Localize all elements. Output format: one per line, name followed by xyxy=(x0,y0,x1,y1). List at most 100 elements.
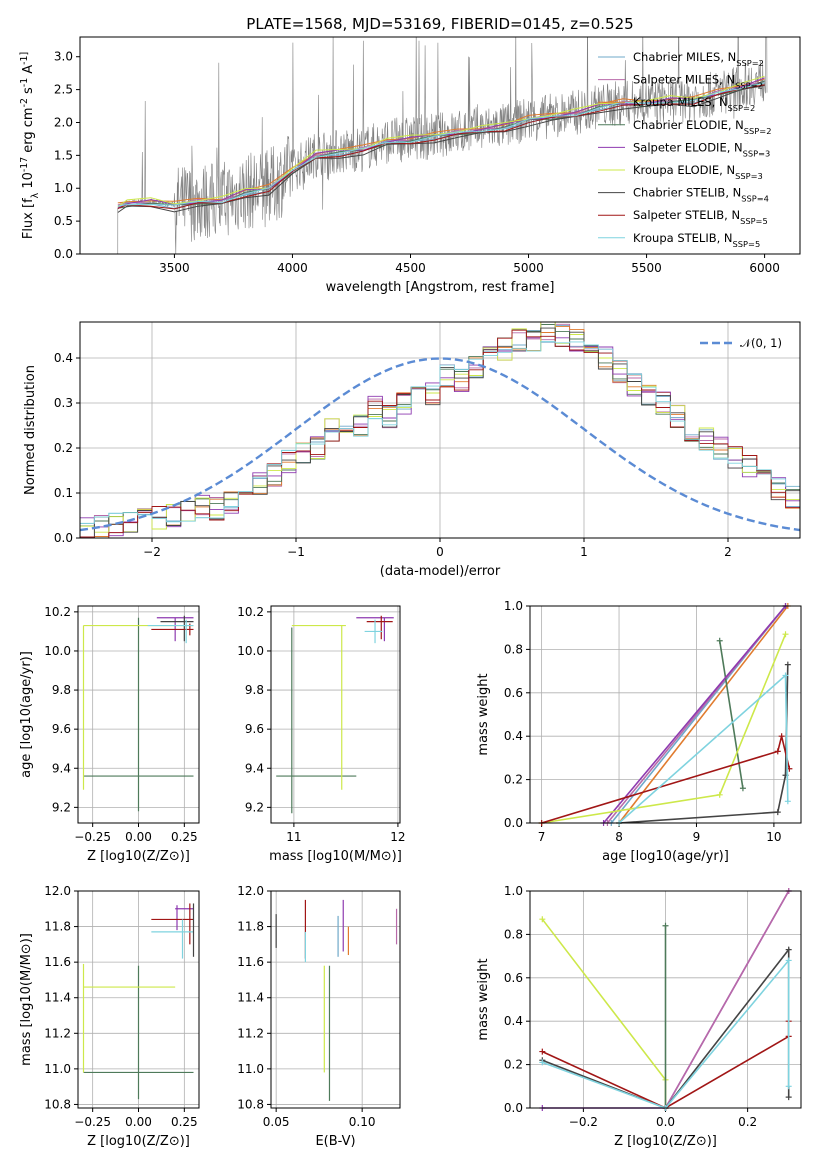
y-tick-label: 0.4 xyxy=(54,351,73,365)
y-tick-label: 11.4 xyxy=(237,991,264,1005)
y-tick-label: 10.8 xyxy=(44,1097,71,1111)
model-salp_stelib xyxy=(117,84,765,210)
y-tick-label: 12.0 xyxy=(237,884,264,898)
series-line xyxy=(618,673,789,824)
y-tick-label: 0.8 xyxy=(504,927,523,941)
x-tick-label: 9 xyxy=(693,830,701,844)
x-tick-label: 6000 xyxy=(749,261,780,275)
x-tick-label: 0.10 xyxy=(349,1115,376,1129)
histogram-krou_stelib xyxy=(80,341,800,524)
y-tick-label: 9.6 xyxy=(52,722,71,736)
y-tick-label: 9.4 xyxy=(245,761,264,775)
series-line xyxy=(541,633,787,824)
spectrum-lines xyxy=(117,37,768,254)
series-krou_stelib xyxy=(616,672,791,826)
point-chab_elodie xyxy=(83,965,194,1100)
y-tick-label: 0.6 xyxy=(504,686,523,700)
x-axis-label: Z [log10(Z/Z⊙)] xyxy=(87,1134,190,1149)
axes-frame xyxy=(77,605,200,824)
y-tick-label: 9.8 xyxy=(52,683,71,697)
point-krou_elodie xyxy=(291,624,346,790)
model-chab_stelib xyxy=(117,84,765,213)
x-tick-label: 0.00 xyxy=(125,1115,152,1129)
axes-frame xyxy=(270,605,401,824)
panel-mass_vs_EBV: 0.05 0.10 10.8 11.0 11.2 11.4 11.6 11.8 12.0 E(B-… xyxy=(237,884,401,1149)
y-tick-label: 11.6 xyxy=(237,955,264,969)
y-tick-label: 11.2 xyxy=(237,1026,264,1040)
series-marker xyxy=(662,922,669,929)
y-axis-label: Flux [fλ 10-17 erg cm-2 s-1 A-1] xyxy=(19,52,41,239)
x-tick-label: 4000 xyxy=(277,261,308,275)
series-line xyxy=(618,605,789,824)
series-marker xyxy=(539,916,546,923)
x-tick-label: 0 xyxy=(436,545,444,559)
series-marker xyxy=(539,1059,546,1066)
y-tick-label: 1.0 xyxy=(54,181,73,195)
y-tick-label: 0.8 xyxy=(504,642,523,656)
legend-label-gauss: 𝒩(0, 1) xyxy=(740,336,782,350)
y-tick-label: 2.0 xyxy=(54,115,73,129)
y-tick-label: 9.8 xyxy=(245,683,264,697)
y-tick-label: 0.2 xyxy=(54,441,73,455)
y-tick-label: 0.4 xyxy=(504,729,523,743)
residual-legend: 𝒩(0, 1) xyxy=(700,336,782,350)
x-tick-label: 7 xyxy=(538,830,546,844)
x-tick-label: 5000 xyxy=(513,261,544,275)
x-axis-label: (data-model)/error xyxy=(380,564,501,579)
point-salp_stelib xyxy=(151,903,194,945)
x-tick-label: −0.25 xyxy=(74,1115,111,1129)
y-tick-label: 12.0 xyxy=(44,884,71,898)
x-tick-label: 1 xyxy=(580,545,588,559)
y-tick-label: 10.0 xyxy=(237,644,264,658)
data-spectrum xyxy=(117,37,768,254)
panel-residuals: −2 −1 0 1 2 0.0 0.1 0.2 0.3 0.4 (data-model)/error… xyxy=(23,321,801,579)
axes-frame xyxy=(270,890,401,1109)
y-tick-label: 3.0 xyxy=(54,50,73,64)
y-tick-label: 0.0 xyxy=(504,1101,523,1115)
series-salp_elodie xyxy=(600,603,789,826)
y-tick-label: 9.6 xyxy=(245,722,264,736)
series-marker xyxy=(785,1094,792,1101)
legend-label-salp_stelib: Salpeter STELIB, NSSP=5 xyxy=(633,208,768,226)
y-tick-label: 11.0 xyxy=(237,1062,264,1076)
series-marker xyxy=(539,1048,546,1055)
x-axis-label: age [log10(age/yr)] xyxy=(602,849,729,864)
legend-label-krou_stelib: Kroupa STELIB, NSSP=5 xyxy=(633,231,760,249)
y-tick-label: 0.2 xyxy=(504,1058,523,1072)
axes-frame xyxy=(77,890,200,1109)
x-tick-label: 0.0 xyxy=(656,1115,675,1129)
histogram-krou_miles xyxy=(80,326,800,538)
x-tick-label: 3500 xyxy=(159,261,190,275)
y-tick-label: 0.0 xyxy=(54,247,73,261)
point-salp_stelib xyxy=(366,615,393,640)
legend-label-krou_miles: Kroupa MILES, NSSP=2 xyxy=(633,95,755,113)
y-tick-label: 0.0 xyxy=(54,531,73,545)
legend-label-salp_miles: Salpeter MILES, NSSP=2 xyxy=(633,73,763,91)
series-marker xyxy=(739,785,746,792)
panel-age_vs_Z: −0.25 0.00 0.25 9.2 9.4 9.6 9.8 10.0 10.2 Z [log1… xyxy=(19,605,200,864)
y-tick-label: 0.0 xyxy=(504,816,523,830)
point-krou_stelib xyxy=(147,619,194,644)
axes-frame xyxy=(79,321,801,539)
legend-label-chab_elodie: Chabrier ELODIE, NSSP=2 xyxy=(633,118,771,136)
spectrum-legend: Chabrier MILES, NSSP=2 Salpeter MILES, NS… xyxy=(598,50,771,249)
series-marker xyxy=(716,637,723,644)
x-tick-label: 5500 xyxy=(631,261,662,275)
y-axis-label: mass [log10(M/M⊙)] xyxy=(19,933,34,1066)
series-line xyxy=(664,890,790,1109)
y-tick-label: 0.5 xyxy=(54,214,73,228)
point-chab_elodie xyxy=(276,627,357,814)
x-tick-label: 0.00 xyxy=(125,830,152,844)
y-axis-label: Normed distribution xyxy=(23,365,38,495)
y-tick-label: 1.0 xyxy=(504,884,523,898)
x-tick-label: 8 xyxy=(615,830,623,844)
y-tick-label: 1.5 xyxy=(54,148,73,162)
y-tick-label: 10.0 xyxy=(44,644,71,658)
y-axis-label: age [log10(age/yr)] xyxy=(19,651,34,778)
axes-frame xyxy=(529,605,802,824)
y-tick-label: 0.4 xyxy=(504,1014,523,1028)
series-marker xyxy=(784,661,791,668)
series-marker xyxy=(782,631,789,638)
y-tick-label: 10.2 xyxy=(237,605,264,619)
